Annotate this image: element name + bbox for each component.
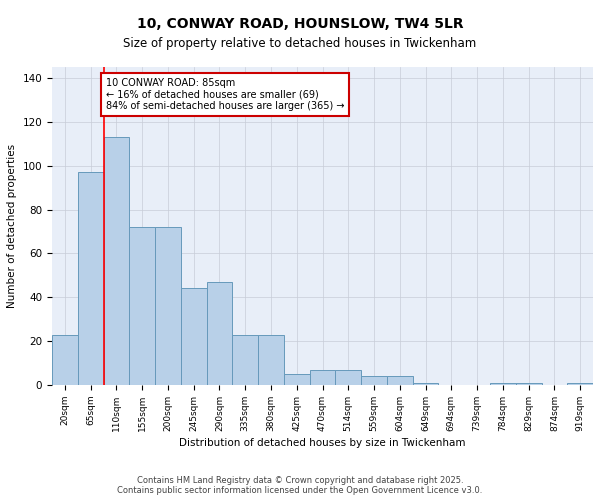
Bar <box>104 137 129 385</box>
Bar <box>387 376 413 385</box>
Text: Contains HM Land Registry data © Crown copyright and database right 2025.
Contai: Contains HM Land Registry data © Crown c… <box>118 476 482 495</box>
Bar <box>567 383 593 385</box>
Bar <box>516 383 542 385</box>
Text: 10 CONWAY ROAD: 85sqm
← 16% of detached houses are smaller (69)
84% of semi-deta: 10 CONWAY ROAD: 85sqm ← 16% of detached … <box>106 78 344 111</box>
Bar <box>52 334 78 385</box>
Bar <box>258 334 284 385</box>
Text: Size of property relative to detached houses in Twickenham: Size of property relative to detached ho… <box>124 38 476 51</box>
Bar <box>181 288 206 385</box>
Bar <box>284 374 310 385</box>
X-axis label: Distribution of detached houses by size in Twickenham: Distribution of detached houses by size … <box>179 438 466 448</box>
Bar <box>413 383 439 385</box>
Bar <box>78 172 104 385</box>
Bar <box>129 227 155 385</box>
Text: 10, CONWAY ROAD, HOUNSLOW, TW4 5LR: 10, CONWAY ROAD, HOUNSLOW, TW4 5LR <box>137 18 463 32</box>
Y-axis label: Number of detached properties: Number of detached properties <box>7 144 17 308</box>
Bar <box>490 383 516 385</box>
Bar <box>335 370 361 385</box>
Bar <box>310 370 335 385</box>
Bar <box>361 376 387 385</box>
Bar <box>155 227 181 385</box>
Bar <box>232 334 258 385</box>
Bar <box>206 282 232 385</box>
